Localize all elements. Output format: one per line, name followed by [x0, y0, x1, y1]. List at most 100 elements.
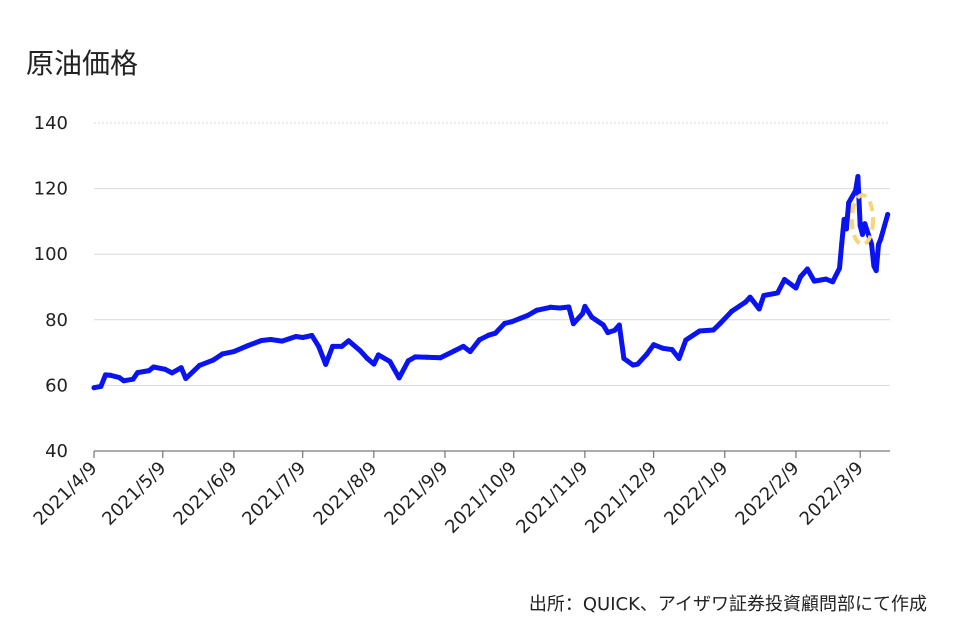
data-point: [775, 290, 781, 296]
data-point: [871, 263, 877, 269]
data-point: [798, 274, 803, 280]
data-point: [107, 372, 113, 378]
y-tick-label: 80: [45, 310, 68, 331]
x-tick-label: 2021/5/9: [98, 458, 170, 530]
data-point: [644, 351, 650, 357]
data-point: [612, 327, 618, 333]
series-line: [91, 174, 891, 391]
data-point: [729, 308, 735, 314]
data-point: [364, 355, 370, 361]
x-tick-label: 2021/6/9: [169, 458, 241, 530]
data-point: [605, 330, 611, 336]
data-point: [676, 356, 682, 361]
annotations: [849, 193, 876, 247]
data-point: [869, 241, 875, 247]
data-point: [717, 320, 723, 326]
data-point: [862, 221, 868, 227]
data-point: [600, 322, 606, 328]
x-tick-label: 2021/4/9: [30, 458, 102, 530]
x-tick-label: 2021/11/9: [512, 458, 592, 538]
data-point: [853, 188, 859, 194]
data-point: [548, 304, 553, 310]
data-point: [178, 365, 184, 371]
x-axis: [93, 450, 890, 458]
data-point: [412, 354, 418, 360]
data-point: [518, 315, 524, 321]
data-point: [761, 293, 767, 298]
data-point: [169, 370, 175, 376]
data-point: [121, 378, 127, 384]
data-point: [300, 335, 306, 340]
data-point: [437, 355, 443, 361]
data-point: [534, 307, 540, 313]
data-point: [502, 320, 508, 326]
data-point: [357, 348, 363, 354]
x-tick-label: 2021/10/9: [441, 458, 521, 538]
data-point: [855, 174, 861, 179]
data-point: [210, 357, 216, 363]
data-point: [570, 321, 576, 327]
data-point: [375, 352, 381, 358]
data-point: [309, 333, 315, 338]
data-point: [486, 332, 492, 338]
y-tick-label: 120: [34, 179, 68, 200]
data-point: [660, 345, 666, 351]
data-point: [259, 338, 264, 343]
x-tick-label: 2022/2/9: [731, 458, 803, 530]
data-point: [330, 343, 336, 349]
data-point: [710, 327, 716, 333]
y-axis-ticks: 40 60 80 100 120 140: [34, 113, 68, 462]
data-point: [876, 242, 881, 248]
data-point: [582, 303, 588, 309]
data-point: [669, 347, 675, 353]
data-point: [782, 277, 787, 282]
y-tick-label: 100: [34, 244, 68, 265]
series: [91, 174, 891, 391]
chart-title: 原油価格: [26, 47, 139, 80]
data-point: [323, 361, 329, 367]
data-point: [525, 313, 531, 318]
data-point: [451, 348, 457, 354]
data-point: [557, 305, 563, 311]
data-point: [162, 366, 168, 372]
x-tick-label: 2021/12/9: [581, 458, 661, 538]
data-point: [492, 330, 498, 336]
data-point: [878, 236, 884, 242]
data-point: [839, 240, 845, 246]
data-point: [841, 216, 847, 222]
data-point: [830, 279, 836, 285]
data-point: [424, 354, 430, 360]
data-point: [279, 338, 285, 344]
data-point: [467, 349, 473, 355]
gridlines: [94, 122, 890, 386]
data-point: [580, 311, 586, 317]
source-note: 出所：QUICK、アイザワ証券投資顧問部にて作成: [528, 594, 927, 615]
data-point: [630, 362, 636, 368]
data-point: [476, 337, 482, 343]
data-point: [460, 343, 466, 349]
data-point: [589, 314, 595, 320]
data-point: [804, 266, 810, 272]
data-point: [846, 200, 852, 206]
highlight-ellipse: [849, 193, 876, 247]
x-tick-label: 2022/3/9: [796, 458, 868, 530]
data-point: [293, 334, 299, 339]
x-tick-label: 2021/8/9: [309, 458, 381, 530]
data-point: [621, 356, 627, 361]
data-point: [857, 223, 863, 229]
x-tick-label: 2022/1/9: [660, 458, 732, 530]
y-tick-label: 140: [34, 113, 68, 134]
data-point: [860, 232, 865, 237]
data-point: [651, 342, 657, 348]
data-point: [885, 212, 891, 217]
data-point: [220, 351, 225, 357]
data-point: [103, 372, 108, 378]
data-point: [635, 361, 641, 367]
data-point: [116, 375, 122, 380]
data-point: [823, 276, 829, 282]
data-point: [371, 361, 377, 367]
data-point: [873, 268, 879, 274]
data-point: [183, 376, 189, 381]
